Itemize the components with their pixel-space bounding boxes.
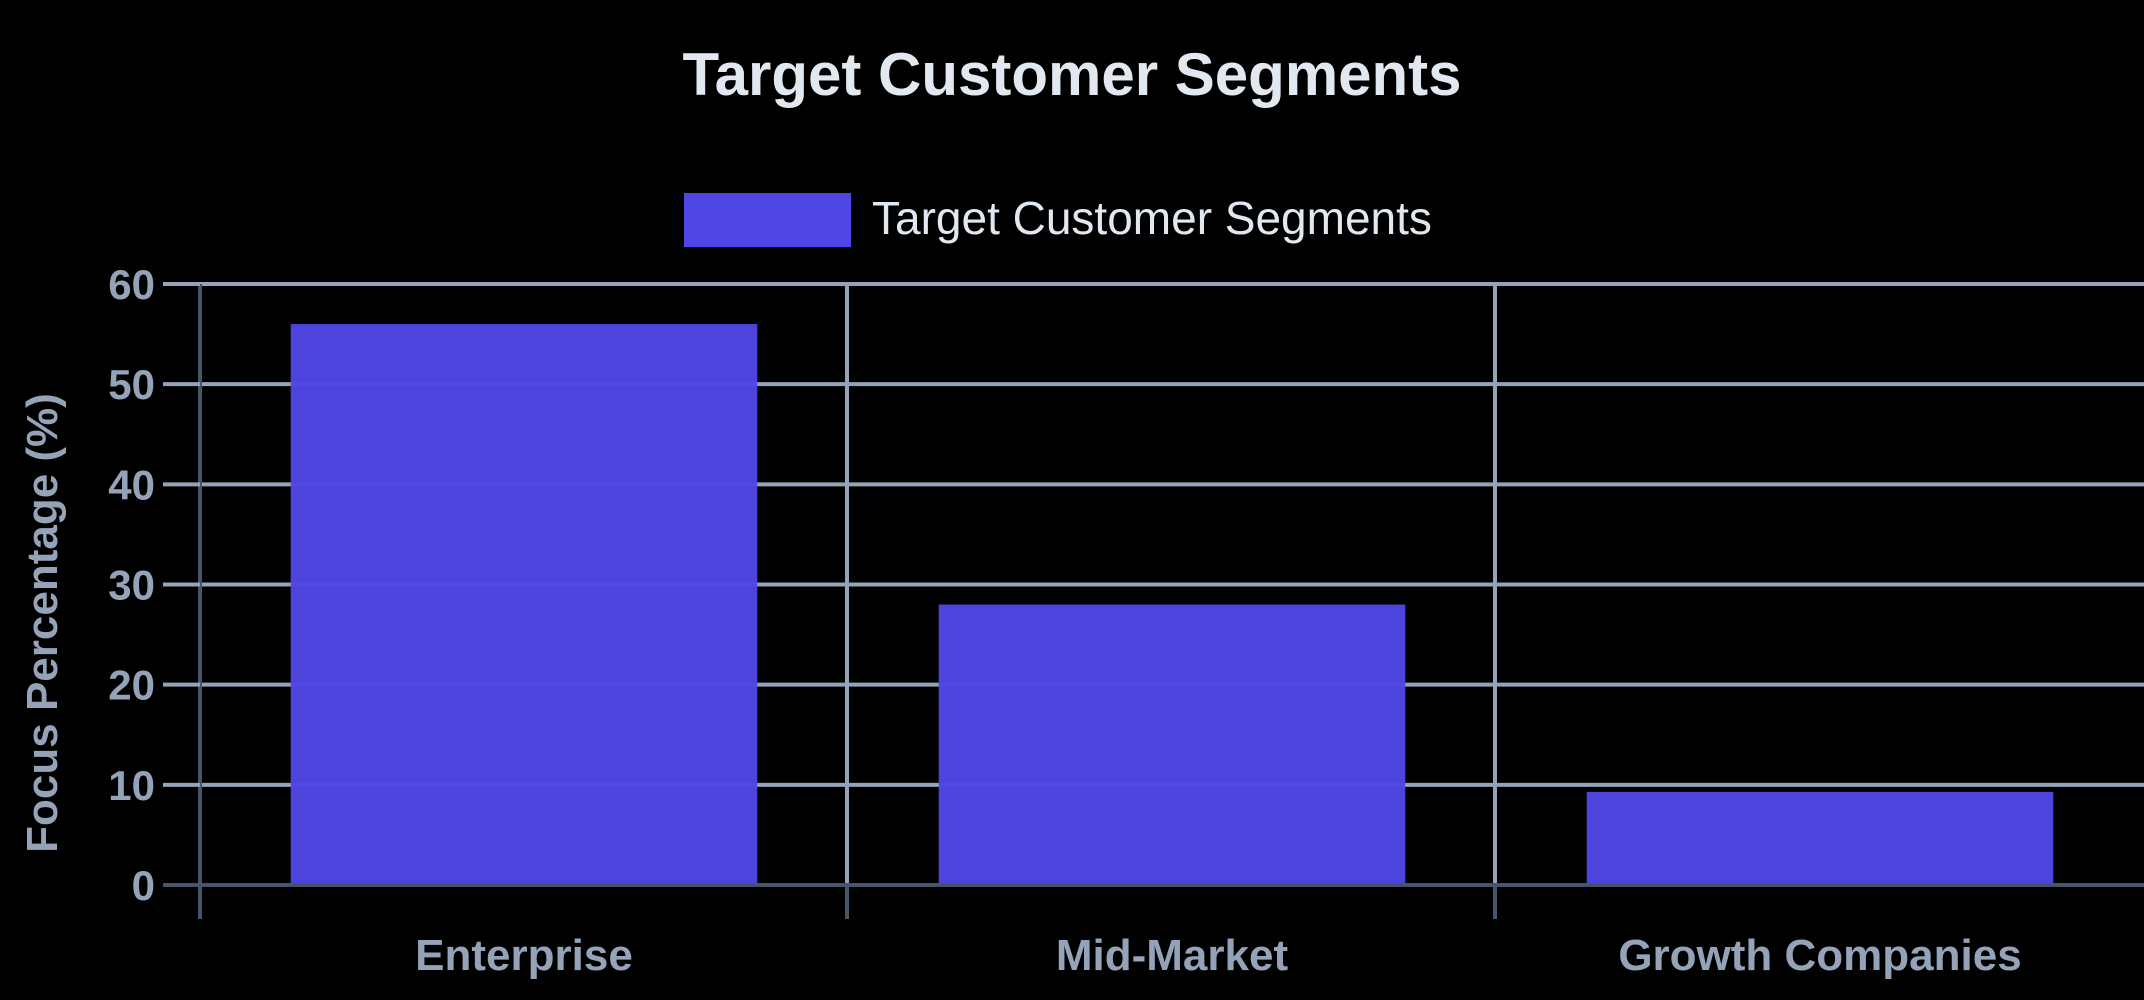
x-tick-label: Enterprise: [415, 931, 633, 980]
y-tick-label: 40: [108, 461, 155, 508]
x-axis-labels: Enterprise Mid-Market Growth Companies: [415, 931, 2022, 980]
y-tick-label: 30: [108, 562, 155, 609]
y-axis-title: Focus Percentage (%): [18, 393, 67, 853]
y-tick-label: 50: [108, 361, 155, 408]
bar[interactable]: [1586, 791, 2054, 885]
legend-label: Target Customer Segments: [872, 192, 1432, 244]
bars: [290, 324, 2054, 886]
y-tick-label: 0: [132, 862, 155, 909]
legend[interactable]: Target Customer Segments: [684, 192, 1432, 247]
y-tick-label: 20: [108, 662, 155, 709]
chart-title: Target Customer Segments: [682, 41, 1461, 108]
y-axis-ticks: 0 10 20 30 40 50 60: [108, 261, 200, 909]
y-tick-label: 60: [108, 261, 155, 308]
x-tick-label: Growth Companies: [1618, 931, 2021, 980]
bar[interactable]: [290, 324, 758, 886]
legend-swatch: [684, 193, 851, 247]
x-tick-label: Mid-Market: [1056, 931, 1289, 980]
axes: [198, 284, 2144, 919]
bar[interactable]: [938, 604, 1406, 885]
y-tick-label: 10: [108, 762, 155, 809]
